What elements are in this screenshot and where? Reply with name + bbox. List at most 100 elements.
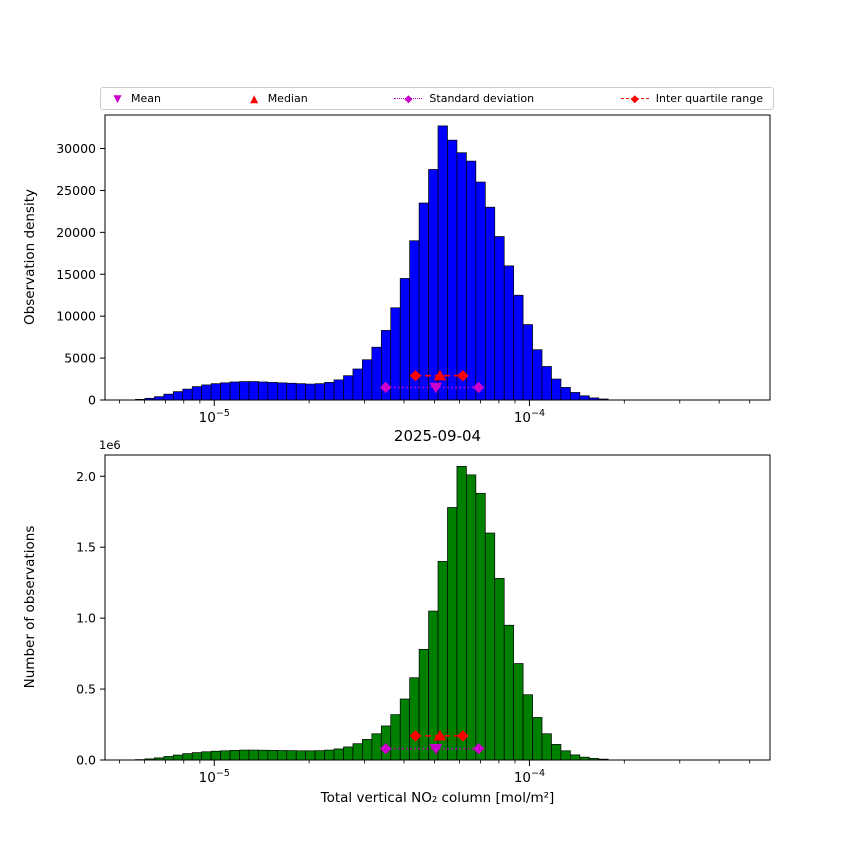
- histogram-bar: [163, 756, 174, 761]
- histogram-bar: [163, 393, 174, 401]
- histogram-bar: [286, 750, 297, 761]
- histogram-bar: [494, 236, 505, 401]
- histogram-bar: [570, 392, 581, 401]
- histogram-bar: [522, 694, 533, 761]
- histogram-bar: [239, 749, 250, 761]
- median-marker: [433, 369, 447, 381]
- histogram-bar: [191, 752, 203, 761]
- legend-label-iqr: Inter quartile range: [655, 92, 763, 105]
- x-tick-label: 10−4: [514, 768, 545, 786]
- histogram-bar: [343, 375, 354, 401]
- median-triangle-up-icon: ▲: [250, 92, 259, 105]
- x-tick-label: 10−4: [514, 408, 545, 426]
- histogram-bar: [494, 578, 505, 761]
- y-offset-label: 1e6: [99, 438, 121, 452]
- std-low-diamond: [380, 381, 392, 394]
- histogram-bar: [570, 754, 581, 761]
- histogram-bar: [390, 714, 401, 761]
- legend: ▼ Mean ▲ Median ◆ Standard deviation ◆ I…: [100, 87, 774, 110]
- histogram-bar: [220, 750, 231, 761]
- std-high-diamond: [472, 742, 485, 755]
- histogram-bar: [305, 383, 316, 401]
- iqr-high-diamond: [457, 369, 469, 382]
- legend-item-median: ▲ Median: [248, 92, 308, 106]
- histogram-bar: [220, 382, 231, 401]
- histogram-bar: [447, 139, 458, 401]
- histogram-bar: [258, 381, 269, 401]
- histogram-bar: [333, 379, 344, 401]
- histogram-bar: [484, 206, 496, 401]
- histogram-bar: [513, 663, 524, 761]
- histogram-bar: [428, 169, 439, 401]
- histogram-bar: [210, 383, 221, 401]
- histogram-bar: [172, 754, 184, 761]
- y-tick-label: 1.0: [76, 611, 96, 626]
- x-axis-label: Total vertical NO₂ column [mol/m²]: [320, 790, 555, 806]
- histogram-bar: [447, 507, 458, 761]
- histogram-bar: [286, 382, 297, 401]
- histogram-bar: [201, 751, 212, 761]
- histogram-bar: [437, 125, 448, 401]
- legend-label-mean: Mean: [131, 92, 161, 105]
- histogram-bar: [466, 160, 477, 401]
- legend-item-standard-deviation: ◆ Standard deviation: [394, 92, 534, 106]
- histogram-bar: [343, 746, 354, 761]
- histogram-bar: [551, 744, 562, 761]
- histogram-bar: [295, 383, 307, 401]
- histogram-bar: [182, 753, 193, 761]
- histogram-bar: [182, 388, 193, 401]
- iqr-low-diamond: [409, 730, 422, 742]
- histogram-bar: [229, 381, 240, 401]
- histogram-bar: [314, 383, 325, 401]
- histogram-bar: [248, 749, 259, 761]
- chart-title: 2025-09-04: [393, 427, 482, 445]
- histogram-bar: [371, 346, 382, 401]
- axes-frame: [104, 114, 771, 401]
- histogram-bar: [305, 750, 316, 761]
- y-tick-label: 10000: [56, 309, 96, 324]
- histogram-bar: [503, 624, 515, 761]
- histogram-bar: [267, 749, 278, 761]
- legend-label-standard-deviation: Standard deviation: [429, 92, 535, 105]
- histogram-bar: [409, 677, 420, 761]
- mean-marker: [429, 744, 443, 755]
- y-tick-label: 2.0: [76, 469, 96, 484]
- observation-density-histogram: 0 5000 10000 15000 20000 25000 30000 10−5 10−4: [56, 114, 771, 426]
- y-tick-label: 0.5: [76, 682, 96, 697]
- histogram-bar: [371, 733, 382, 761]
- histogram-bar: [248, 381, 259, 401]
- median-marker: [433, 729, 447, 741]
- bottom-y-axis-label: Number of observations: [22, 525, 38, 689]
- histogram-bar: [229, 749, 240, 761]
- histogram-bar: [579, 395, 590, 401]
- y-tick-label: 30000: [56, 141, 96, 156]
- histogram-bar: [503, 265, 515, 401]
- histogram-bar: [324, 749, 335, 761]
- histogram-bar: [390, 307, 401, 401]
- histogram-bar: [172, 391, 184, 401]
- histogram-bar: [418, 202, 429, 401]
- histogram-bar: [484, 532, 496, 761]
- histogram-bar: [532, 349, 543, 401]
- axes-frame: [104, 454, 771, 761]
- histogram-bar: [362, 739, 373, 761]
- legend-line: [394, 97, 423, 99]
- histogram-bar: [541, 366, 552, 401]
- histogram-bar: [532, 717, 543, 761]
- y-tick-label: 25000: [56, 183, 96, 198]
- mean-triangle-down-icon: ▼: [113, 92, 122, 105]
- top-y-axis-label: Observation density: [22, 189, 38, 325]
- histogram-bar: [210, 750, 221, 761]
- histogram-bar: [456, 466, 467, 761]
- histogram-bar: [560, 387, 571, 401]
- histogram-bar: [267, 382, 278, 401]
- y-tick-label: 0: [88, 393, 96, 408]
- histogram-bar: [258, 749, 269, 761]
- y-tick-label: 5000: [64, 351, 96, 366]
- histogram-bar: [399, 698, 411, 761]
- histogram-bar: [333, 748, 344, 761]
- std-low-diamond: [380, 742, 392, 755]
- mean-marker: [429, 382, 443, 394]
- histogram-bar: [324, 382, 335, 401]
